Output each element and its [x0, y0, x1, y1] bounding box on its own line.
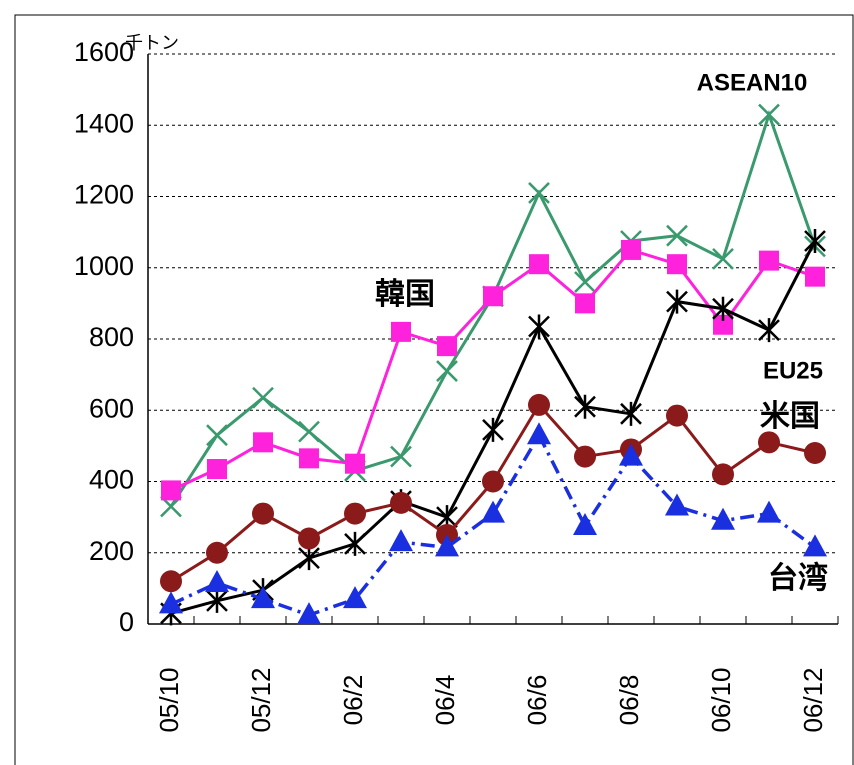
series-label: ASEAN10 [697, 69, 808, 96]
marker [390, 491, 412, 514]
marker [252, 502, 274, 525]
y-tick-label: 200 [89, 536, 134, 566]
marker [712, 296, 734, 321]
marker [757, 500, 781, 523]
y-tick-label: 1000 [74, 251, 134, 281]
marker [159, 591, 183, 614]
marker [574, 394, 596, 419]
marker [207, 459, 227, 480]
marker [297, 602, 321, 625]
marker [481, 500, 505, 523]
marker [712, 463, 734, 486]
marker [206, 588, 228, 613]
x-tick-label: 05/10 [154, 667, 184, 732]
marker [161, 480, 181, 501]
marker [666, 224, 688, 247]
marker [804, 229, 826, 254]
marker [298, 420, 320, 443]
marker [344, 502, 366, 525]
marker [205, 570, 229, 593]
x-tick-label: 06/4 [430, 675, 460, 726]
marker [621, 239, 641, 260]
y-tick-label: 1400 [74, 108, 134, 138]
marker [390, 445, 412, 468]
marker [619, 443, 643, 466]
marker [482, 470, 504, 493]
marker [758, 431, 780, 454]
y-tick-label: 400 [89, 465, 134, 495]
series-label: 台湾 [768, 561, 828, 595]
marker [299, 448, 319, 469]
marker [712, 247, 734, 270]
y-tick-label: 1200 [74, 180, 134, 210]
marker [483, 286, 503, 307]
y-axis-label: 千トン [125, 33, 179, 53]
marker [343, 586, 367, 609]
marker [298, 546, 320, 571]
series-label: EU25 [763, 357, 823, 384]
marker [758, 318, 780, 343]
marker [527, 422, 551, 445]
marker [666, 404, 688, 427]
frame [14, 14, 854, 765]
marker [665, 493, 689, 516]
marker [251, 586, 275, 609]
y-tick-label: 800 [89, 322, 134, 352]
x-tick-label: 06/10 [706, 667, 736, 732]
marker [667, 254, 687, 275]
marker [529, 254, 549, 275]
marker [437, 336, 457, 357]
marker [574, 445, 596, 468]
marker [435, 534, 459, 557]
marker [573, 513, 597, 536]
x-tick-label: 06/6 [522, 675, 552, 726]
series-line [170, 248, 816, 492]
marker [298, 527, 320, 550]
marker [758, 103, 780, 126]
marker [345, 453, 365, 474]
marker [804, 442, 826, 464]
series [161, 239, 825, 501]
marker [528, 314, 550, 339]
marker [711, 507, 735, 530]
y-tick-label: 600 [89, 393, 134, 423]
marker [344, 531, 366, 556]
series-label: 米国 [760, 400, 820, 433]
marker [482, 417, 504, 442]
series-label: 韓国 [375, 278, 435, 311]
y-tick-label: 0 [119, 607, 134, 637]
marker [436, 360, 458, 382]
marker [206, 424, 228, 447]
marker [713, 314, 733, 335]
marker [160, 570, 182, 593]
series [159, 422, 827, 625]
marker [389, 529, 413, 552]
x-tick-label: 06/8 [614, 675, 644, 726]
marker [391, 321, 411, 342]
x-tick-label: 05/12 [246, 667, 276, 732]
x-tick-label: 06/12 [798, 667, 828, 732]
marker [575, 293, 595, 314]
series [160, 393, 826, 593]
marker [206, 541, 228, 564]
marker [805, 266, 825, 287]
marker [759, 250, 779, 271]
marker [253, 432, 273, 453]
marker [803, 534, 827, 557]
marker [574, 271, 596, 293]
x-tick-label: 06/2 [338, 675, 368, 726]
marker [252, 386, 274, 409]
marker [528, 393, 550, 416]
y-tick-label: 1600 [74, 37, 134, 67]
marker [666, 289, 688, 314]
marker [620, 401, 642, 426]
marker [528, 182, 550, 204]
